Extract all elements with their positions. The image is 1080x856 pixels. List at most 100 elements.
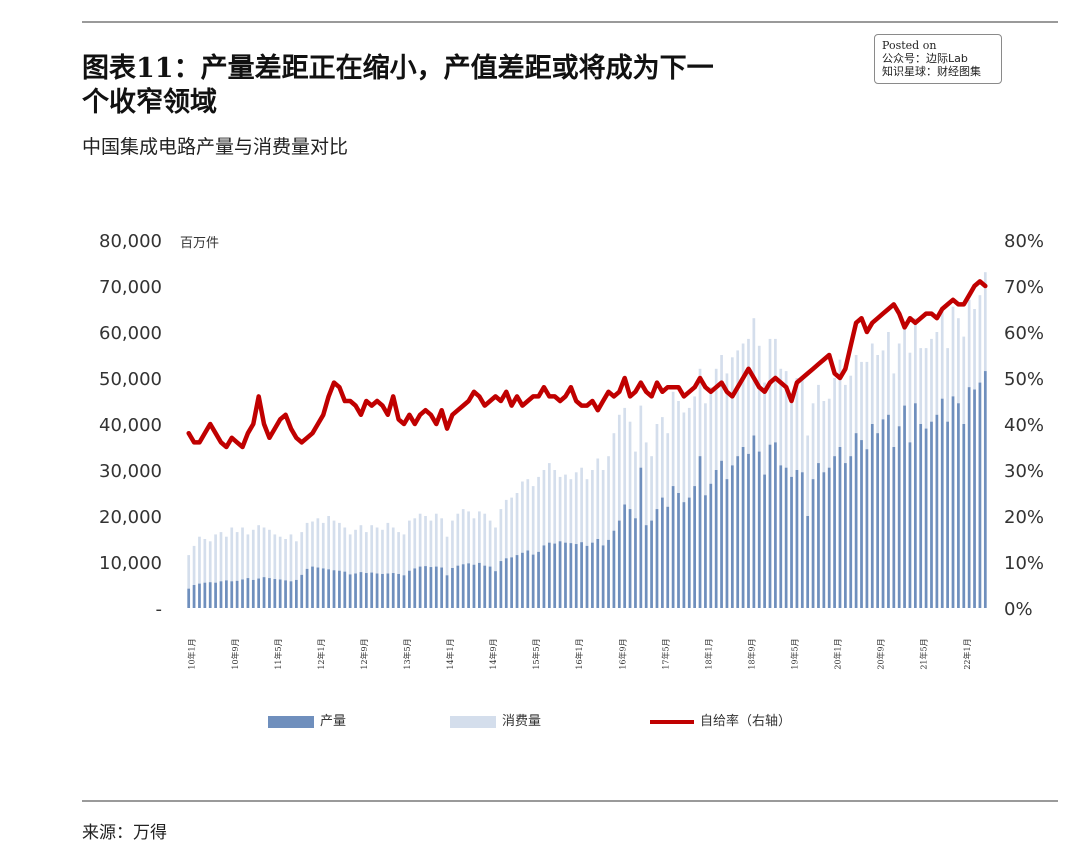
production-bar: [338, 570, 341, 608]
production-bar: [725, 479, 729, 608]
production-bar: [321, 568, 325, 608]
right-axis-tick-label: 50%: [1004, 369, 1044, 390]
consumption-bar: [294, 541, 298, 608]
production-bar: [978, 382, 982, 608]
production-bar: [698, 456, 702, 608]
consumption-bar: [348, 534, 352, 608]
production-bar: [897, 426, 901, 608]
left-axis-tick-label: 50,000: [99, 369, 162, 390]
legend: 产量 消费量 自给率（右轴）: [268, 713, 791, 729]
figure-subtitle: 中国集成电路产量与消费量对比: [82, 136, 349, 158]
x-axis-tick-label: 10年9月: [230, 638, 240, 669]
production-bar: [504, 558, 508, 608]
production-bar: [774, 442, 777, 608]
production-bar: [892, 447, 896, 608]
production-bar: [499, 561, 503, 608]
production-bar: [946, 421, 949, 608]
consumption-bar: [483, 513, 487, 608]
consumption-bar: [214, 534, 217, 608]
right-axis-tick-label: 0%: [1004, 599, 1033, 620]
production-bar: [655, 509, 659, 608]
production-bar: [413, 568, 417, 608]
consumption-bar: [408, 520, 411, 608]
production-bar: [661, 497, 664, 608]
x-axis-tick-label: 17年5月: [660, 638, 670, 669]
consumption-bar: [456, 513, 460, 608]
consumption-bar: [617, 414, 621, 608]
production-bar: [408, 570, 411, 608]
production-bar: [542, 545, 546, 608]
x-axis-tick-label: 12年1月: [316, 638, 326, 669]
production-bar: [424, 566, 427, 608]
production-bar: [483, 565, 487, 608]
production-bar: [553, 543, 557, 608]
left-axis-tick-label: 70,000: [99, 277, 162, 298]
consumption-bar: [434, 513, 438, 608]
production-bar: [327, 569, 330, 608]
production-bar: [289, 581, 293, 608]
x-axis-tick-label: 18年1月: [703, 638, 713, 669]
consumption-bar: [424, 516, 427, 608]
production-bar: [827, 467, 831, 608]
x-axis-tick-label: 14年1月: [445, 638, 455, 669]
consumption-bar: [585, 479, 589, 608]
production-bar: [757, 451, 761, 608]
legend-swatch-production: [268, 716, 314, 728]
right-axis-tick-label: 70%: [1004, 277, 1044, 298]
production-bar: [601, 545, 605, 608]
production-bar: [644, 525, 648, 608]
consumption-bar: [445, 536, 449, 608]
production-bar: [919, 424, 923, 608]
production-consumption-chart: 百万件 - 10,000 20,000 30,000 40,000 50,000 60,00…: [99, 231, 1044, 729]
consumption-bar: [230, 527, 234, 608]
production-bar: [591, 542, 594, 608]
consumption-bar: [208, 541, 212, 608]
consumption-bar: [510, 497, 513, 608]
production-bar: [693, 486, 696, 608]
production-bar: [709, 483, 713, 608]
x-axis-tick-label: 21年5月: [919, 638, 929, 669]
consumption-bar: [284, 539, 287, 608]
right-axis-tick-label: 60%: [1004, 323, 1044, 344]
consumption-bar: [278, 536, 282, 608]
consumption-bar: [386, 522, 390, 608]
consumption-bar: [488, 520, 492, 608]
production-bar: [844, 463, 847, 608]
consumption-bar: [192, 545, 196, 608]
production-bar: [935, 414, 939, 608]
production-bar: [461, 564, 465, 608]
production-bar: [714, 470, 718, 608]
source-note: 来源：万得: [82, 823, 167, 843]
production-bar: [763, 474, 766, 608]
consumption-bar: [321, 522, 325, 608]
production-bar: [467, 563, 470, 608]
left-axis-tick-label: 80,000: [99, 231, 162, 252]
production-bar: [488, 566, 492, 608]
production-bar: [494, 571, 497, 608]
consumption-bar: [461, 509, 465, 608]
x-axis-tick-label: 11年5月: [273, 638, 283, 669]
production-bar: [903, 405, 906, 608]
consumption-bar: [596, 458, 600, 608]
production-bar: [612, 530, 616, 608]
consumption-bar: [219, 532, 223, 608]
production-bar: [865, 449, 869, 608]
legend-label-ratio: 自给率（右轴）: [700, 713, 791, 729]
consumption-bar: [268, 529, 271, 608]
watermark-posted-on: Posted on: [882, 39, 937, 52]
legend-label-consumption: 消费量: [502, 714, 541, 729]
production-bar: [951, 396, 955, 608]
production-bar: [860, 440, 863, 608]
production-bar: [913, 403, 917, 608]
production-bar: [940, 398, 944, 608]
consumption-bar: [531, 486, 535, 608]
production-bar: [294, 579, 298, 608]
consumption-bar: [391, 527, 395, 608]
consumption-bar: [612, 433, 616, 608]
production-bar: [806, 516, 810, 608]
consumption-bar: [257, 525, 261, 608]
right-axis-tick-label: 40%: [1004, 415, 1044, 436]
x-axis-tick-label: 16年1月: [574, 638, 584, 669]
production-bar: [531, 554, 535, 608]
production-bar: [639, 467, 643, 608]
